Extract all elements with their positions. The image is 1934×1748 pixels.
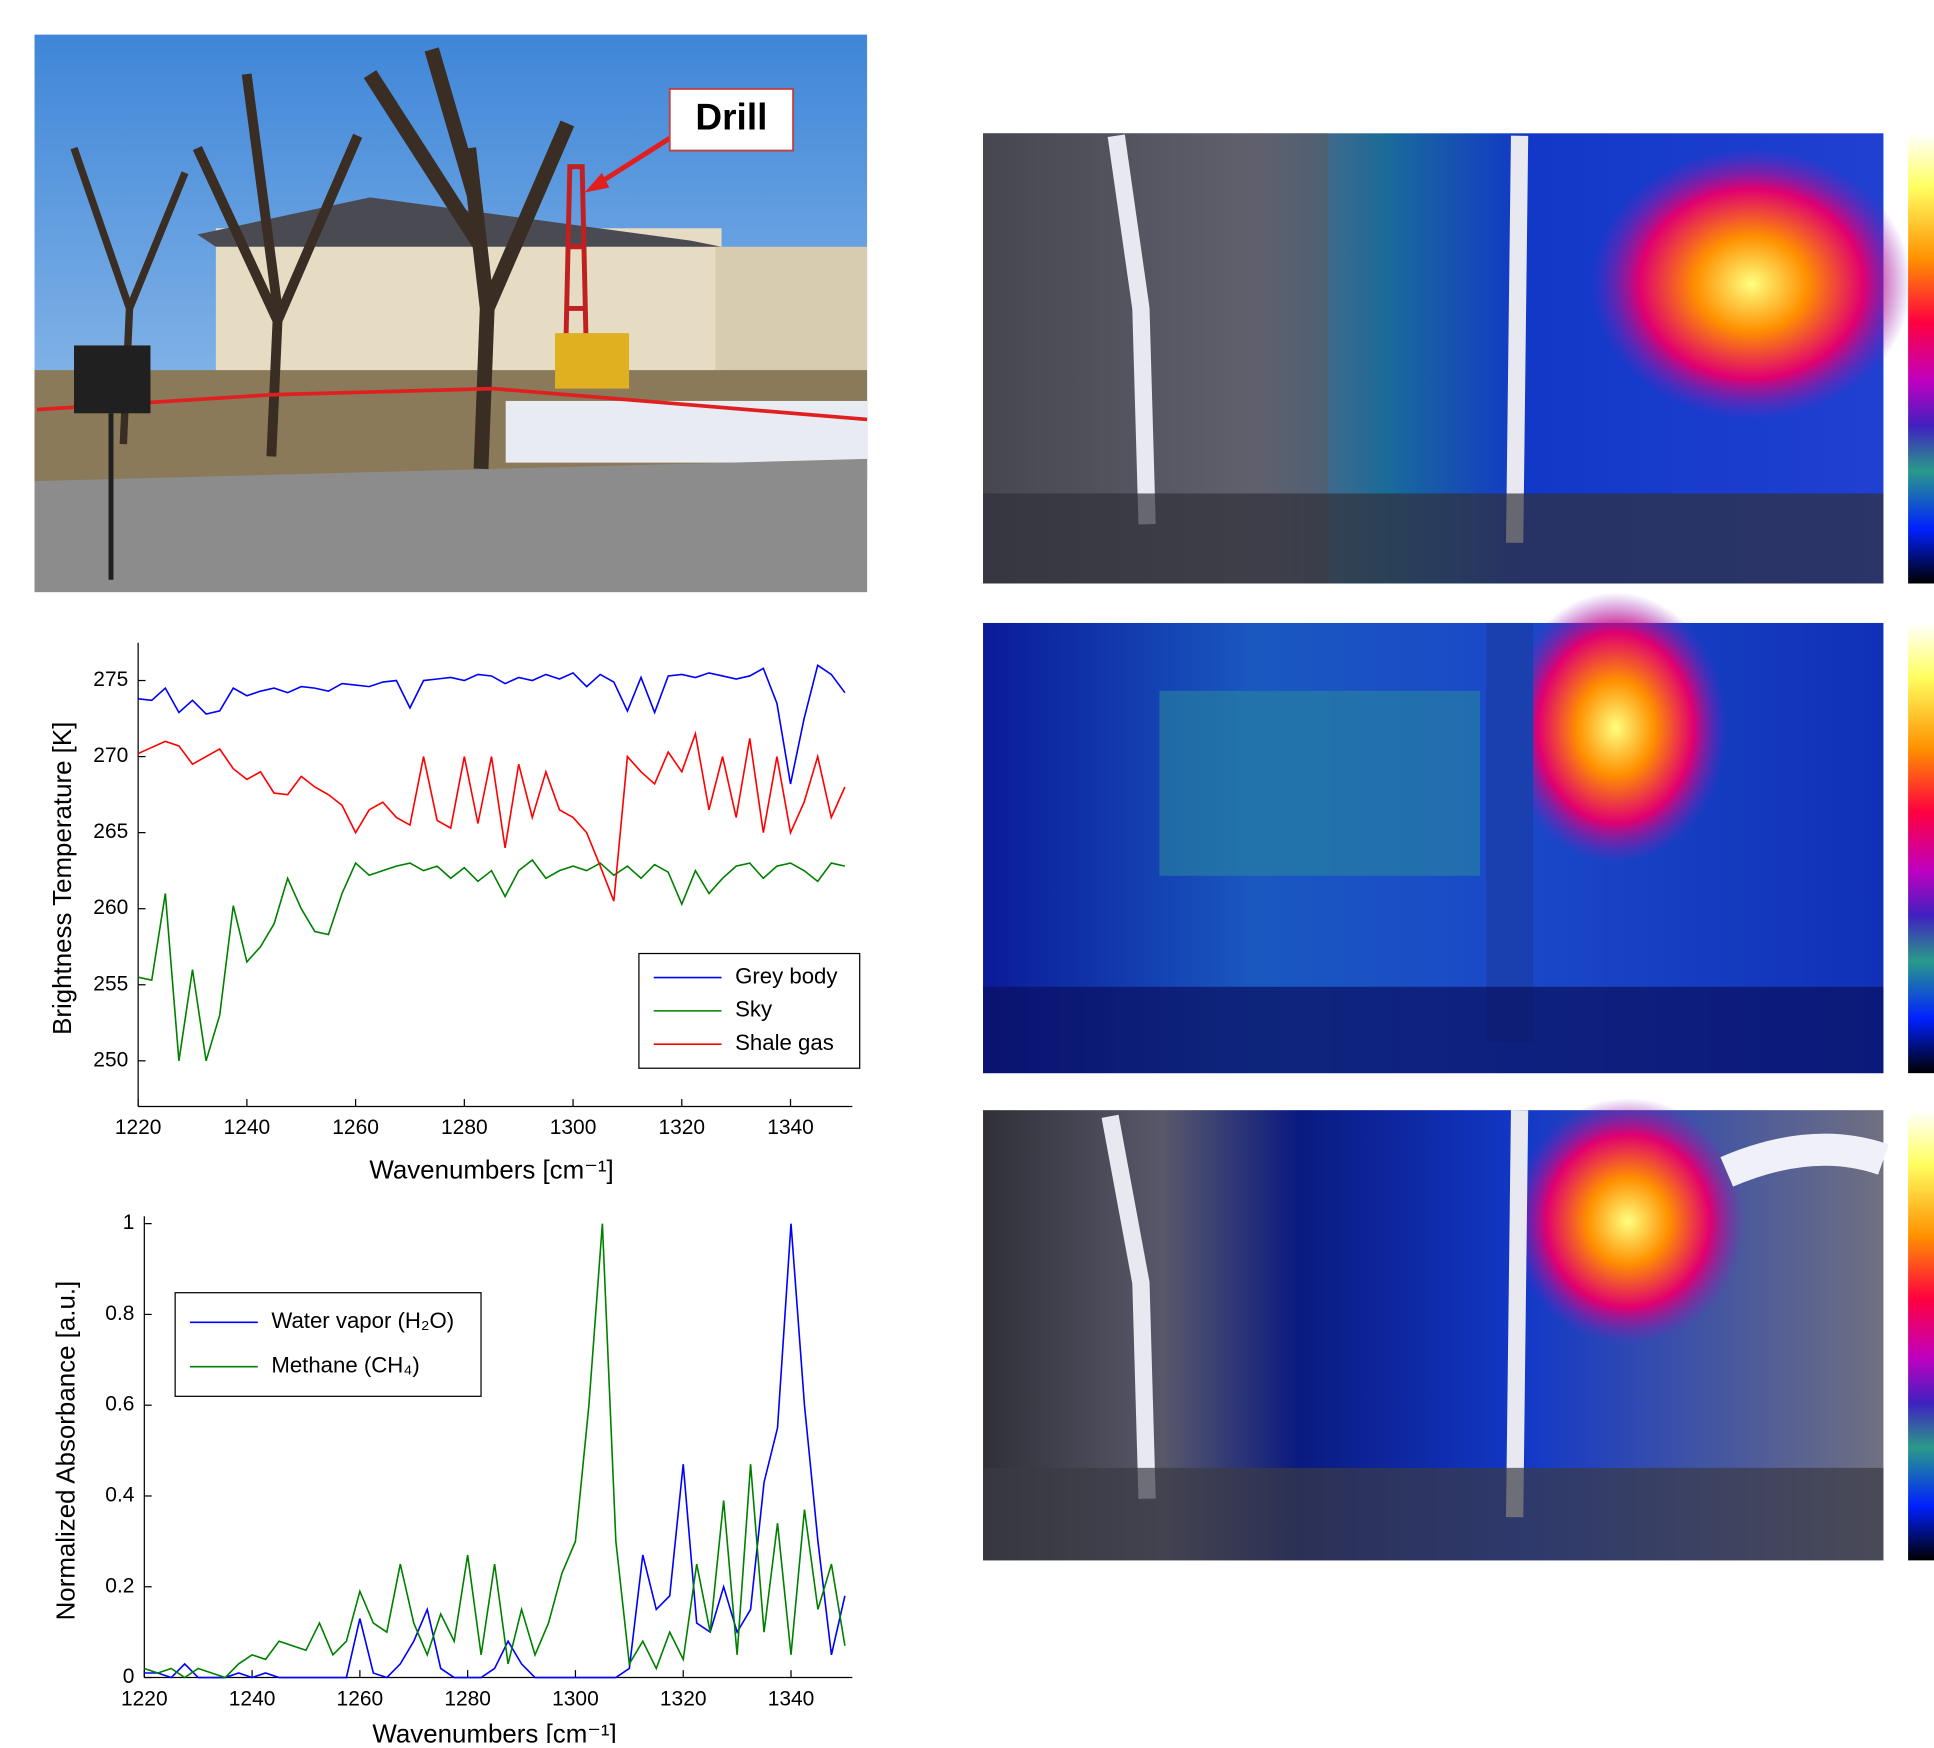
photo-building <box>216 228 722 388</box>
y-tick-label: 250 <box>93 1048 128 1071</box>
y-tick-label: 255 <box>93 972 128 995</box>
annotation-label: Drill <box>695 97 767 138</box>
y-tick-label: 270 <box>93 744 128 767</box>
page: {"photo": {"annotation": "Drill"}, "char… <box>0 0 1934 1743</box>
y-tick-label: 0.4 <box>105 1484 134 1507</box>
x-tick-label: 1260 <box>337 1687 384 1710</box>
y-axis-label: Normalized Absorbance [a.u.] <box>53 1281 81 1621</box>
thermal-plume <box>1511 1098 1745 1345</box>
photo-road <box>35 459 868 592</box>
thermal-image <box>983 592 1883 1073</box>
legend-label: Methane (CH₄) <box>271 1353 419 1378</box>
site-photo: Drill <box>35 35 868 593</box>
legend-label: Grey body <box>735 963 838 988</box>
legend-label: Water vapor (H₂O) <box>271 1308 454 1333</box>
legend-label: Sky <box>735 997 773 1022</box>
photo-drill-base <box>555 333 629 389</box>
y-tick-label: 0.8 <box>105 1302 134 1325</box>
thermal-image <box>983 1098 1883 1561</box>
x-tick-label: 1220 <box>121 1687 168 1710</box>
x-tick-label: 1320 <box>660 1687 707 1710</box>
colorbar <box>1908 623 1934 1073</box>
figure: Drill 250 255 260 265 270 275 1220 1240 1260 1280… <box>0 0 1934 1743</box>
y-tick-label: 260 <box>93 896 128 919</box>
y-tick-label: 1 <box>123 1211 135 1234</box>
thermal-image <box>983 133 1912 583</box>
x-axis-label: Wavenumbers [cm⁻¹] <box>372 1720 616 1743</box>
x-tick-label: 1300 <box>552 1687 599 1710</box>
thermal-ground <box>983 987 1883 1073</box>
colorbar <box>1908 133 1934 583</box>
charts: 250 255 260 265 270 275 1220 1240 1260 1280 1300 13… <box>49 643 860 1743</box>
x-axis-label: Wavenumbers [cm⁻¹] <box>369 1157 613 1185</box>
thermal-plume <box>1591 148 1912 419</box>
chart: 0 0.2 0.4 0.6 0.8 1 1220 1240 1260 1280 1300 1320 13… <box>53 1211 853 1743</box>
x-tick-label: 1280 <box>444 1687 491 1710</box>
x-tick-label: 1240 <box>224 1116 271 1139</box>
photo-instrument <box>74 345 150 413</box>
y-tick-label: 0.6 <box>105 1393 134 1416</box>
x-tick-label: 1340 <box>768 1687 815 1710</box>
photo-building <box>715 247 867 370</box>
chart: 250 255 260 265 270 275 1220 1240 1260 1280 1300 13… <box>49 643 852 1185</box>
x-tick-label: 1300 <box>550 1116 597 1139</box>
data-line <box>144 1224 845 1678</box>
x-tick-label: 1340 <box>767 1116 814 1139</box>
thermal-plume <box>1505 592 1727 863</box>
legend-label: Shale gas <box>735 1030 834 1055</box>
x-tick-label: 1260 <box>332 1116 379 1139</box>
y-tick-label: 0.2 <box>105 1574 134 1597</box>
x-tick-label: 1280 <box>441 1116 488 1139</box>
y-tick-label: 275 <box>93 668 128 691</box>
x-tick-label: 1320 <box>658 1116 705 1139</box>
photo-snow <box>506 401 867 463</box>
thermal-tree <box>1486 623 1533 1042</box>
thermal-region <box>1159 691 1480 876</box>
data-line <box>138 734 845 901</box>
y-tick-label: 265 <box>93 820 128 843</box>
x-tick-label: 1220 <box>115 1116 162 1139</box>
x-tick-label: 1240 <box>229 1687 276 1710</box>
colorbar <box>1908 1110 1934 1560</box>
y-tick-label: 0 <box>123 1665 135 1688</box>
y-axis-label: Brightness Temperature [K] <box>49 722 77 1035</box>
thermal-ground <box>983 1468 1883 1561</box>
thermal-ground <box>983 493 1883 583</box>
data-line <box>138 665 845 784</box>
